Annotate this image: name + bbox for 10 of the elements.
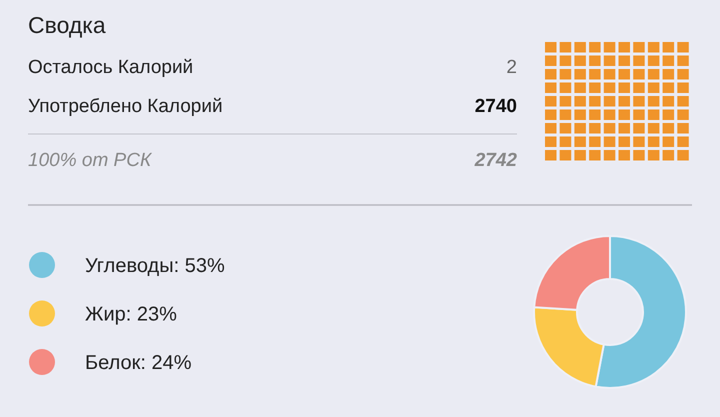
legend-label: Углеводы: 53%	[85, 255, 225, 277]
data-label: 2	[506, 57, 517, 78]
category-label: 100% от РСК	[28, 150, 153, 171]
category-label: Употреблено Калорий	[28, 96, 223, 117]
legend-label: Жир: 23%	[85, 304, 178, 326]
text: Сводка	[28, 12, 106, 38]
data-label: 2740	[474, 96, 517, 117]
data-label: 2742	[474, 150, 518, 171]
legend-label: Белок: 24%	[85, 352, 192, 374]
category-label: Осталось Калорий	[28, 57, 194, 78]
